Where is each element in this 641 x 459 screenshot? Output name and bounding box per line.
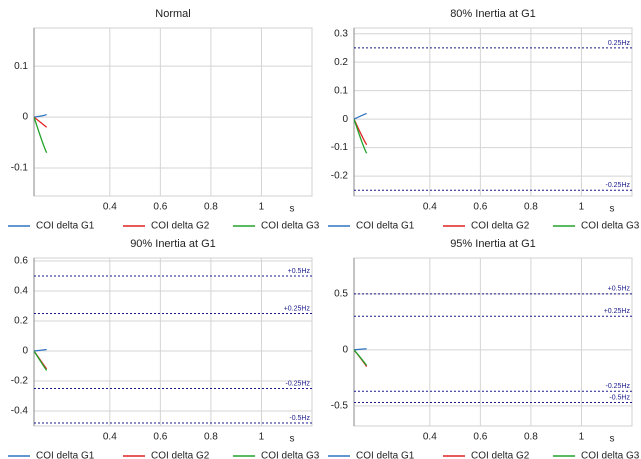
y-tick-label: 0.5 — [334, 288, 348, 299]
y-tick-label: 0.6 — [14, 256, 28, 267]
chart-title: 95% Inertia at G1 — [450, 238, 536, 250]
reference-label: +0.25Hz — [284, 305, 311, 312]
x-tick-label: 0.6 — [153, 432, 167, 443]
legend-label: COI delta G3 — [261, 221, 320, 232]
chart-panel: 80% Inertia at G1 -0.2 -0.1 0 0.1 0.2 0.3 0.4 0.… — [328, 8, 640, 232]
chart-panel: Normal -0.1 0 0.1 0.4 0.6 0.8 1 s COI delta G1 COI… — [8, 8, 320, 232]
plot-area — [33, 257, 313, 427]
y-tick-label: -0.2 — [331, 171, 349, 182]
series-line — [354, 349, 368, 366]
x-tick-label: 0.6 — [473, 202, 487, 213]
y-tick-label: 0 — [22, 346, 28, 357]
series-line — [354, 118, 368, 154]
legend-label: COI delta G2 — [471, 221, 530, 232]
reference-label: -0.5Hz — [289, 415, 310, 422]
legend-label: COI delta G1 — [36, 221, 95, 232]
x-tick-label: 0.6 — [473, 432, 487, 443]
y-tick-label: 0.3 — [334, 28, 348, 39]
chart-panel: 90% Inertia at G1 -0.4 -0.2 0 0.2 0.4 0.6 0.4 0.… — [8, 238, 320, 459]
x-tick-label: 1 — [579, 202, 585, 213]
y-tick-label: -0.4 — [11, 406, 29, 417]
chart-title: 90% Inertia at G1 — [130, 238, 216, 250]
x-tick-label: 1 — [259, 202, 265, 213]
legend-label: COI delta G3 — [581, 451, 640, 459]
y-tick-label: -0.1 — [11, 163, 29, 174]
y-tick-label: 0 — [342, 344, 348, 355]
reference-label: -0.5Hz — [609, 394, 630, 401]
reference-label: -0.25Hz — [605, 383, 630, 390]
reference-label: +0.5Hz — [608, 286, 631, 293]
legend-label: COI delta G1 — [356, 221, 415, 232]
series-line — [34, 350, 48, 371]
x-tick-label: 0.8 — [204, 432, 218, 443]
legend-label: COI delta G2 — [151, 451, 210, 459]
chart-title: 80% Inertia at G1 — [450, 8, 536, 20]
y-tick-label: 0.1 — [14, 61, 28, 72]
y-tick-label: -0.2 — [11, 376, 29, 387]
reference-label: -0.25Hz — [285, 380, 310, 387]
x-tick-label: 1 — [259, 432, 265, 443]
y-tick-label: 0 — [342, 114, 348, 125]
x-axis-label: s — [610, 204, 615, 215]
x-tick-label: 0.4 — [423, 432, 437, 443]
x-axis-label: s — [610, 434, 615, 445]
x-tick-label: 0.6 — [153, 202, 167, 213]
x-axis-label: s — [290, 204, 295, 215]
x-tick-label: 0.4 — [103, 432, 117, 443]
reference-label: -0.25Hz — [605, 182, 630, 189]
legend-label: COI delta G3 — [261, 451, 320, 459]
reference-label: +0.5Hz — [288, 268, 311, 275]
x-axis-label: s — [290, 434, 295, 445]
x-tick-label: 0.4 — [423, 202, 437, 213]
x-tick-label: 0.8 — [204, 202, 218, 213]
legend-label: COI delta G1 — [36, 451, 95, 459]
x-tick-label: 0.8 — [524, 432, 538, 443]
legend-label: COI delta G3 — [581, 221, 640, 232]
y-tick-label: -0.1 — [331, 142, 349, 153]
y-tick-label: 0.2 — [14, 316, 28, 327]
x-tick-label: 1 — [579, 432, 585, 443]
y-tick-label: 0 — [22, 112, 28, 123]
y-tick-label: 0.2 — [334, 57, 348, 68]
reference-label: +0.25Hz — [604, 308, 631, 315]
x-tick-label: 0.4 — [103, 202, 117, 213]
legend-label: COI delta G1 — [356, 451, 415, 459]
legend-label: COI delta G2 — [151, 221, 210, 232]
series-line — [34, 116, 48, 154]
y-tick-label: 0.4 — [14, 286, 28, 297]
reference-label: 0.25Hz — [608, 40, 631, 47]
series-line — [354, 112, 367, 120]
plot-area — [33, 27, 313, 197]
x-tick-label: 0.8 — [524, 202, 538, 213]
chart-title: Normal — [155, 8, 190, 20]
plot-area — [353, 27, 633, 197]
y-tick-label: -0.5 — [331, 400, 349, 411]
y-tick-label: 0.1 — [334, 85, 348, 96]
plot-area — [353, 257, 633, 427]
legend-label: COI delta G2 — [471, 451, 530, 459]
chart-panel: 95% Inertia at G1 -0.5 0 0.5 0.4 0.6 0.8 1 s +0.5… — [328, 238, 640, 459]
